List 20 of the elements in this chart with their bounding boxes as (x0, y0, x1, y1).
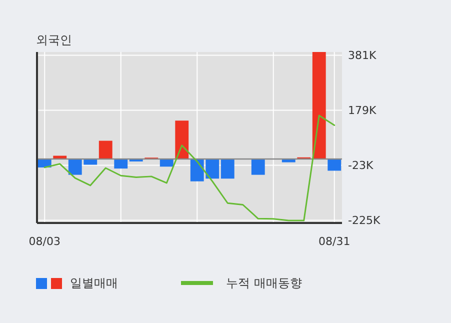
bar (282, 159, 296, 162)
y-tick-label: -23K (348, 159, 374, 172)
y-tick-label: -225K (348, 214, 381, 228)
bar (175, 120, 189, 160)
bar (98, 140, 112, 160)
x-tick-label: 08/03 (28, 235, 60, 248)
bar (160, 159, 174, 167)
legend-label: 일별매매 (70, 276, 118, 290)
chart-title: 외국인 (36, 33, 72, 47)
bar (328, 159, 342, 171)
y-tick-label: 179K (348, 104, 377, 118)
bar (53, 156, 67, 160)
bar (114, 159, 128, 169)
bar (251, 159, 265, 175)
y-tick-label: 381K (348, 49, 377, 62)
line-series (44, 114, 336, 222)
bar (312, 52, 326, 160)
x-tick-label: 08/31 (318, 235, 350, 248)
legend-label: 누적 매매동향 (226, 276, 302, 290)
bar (220, 159, 234, 179)
